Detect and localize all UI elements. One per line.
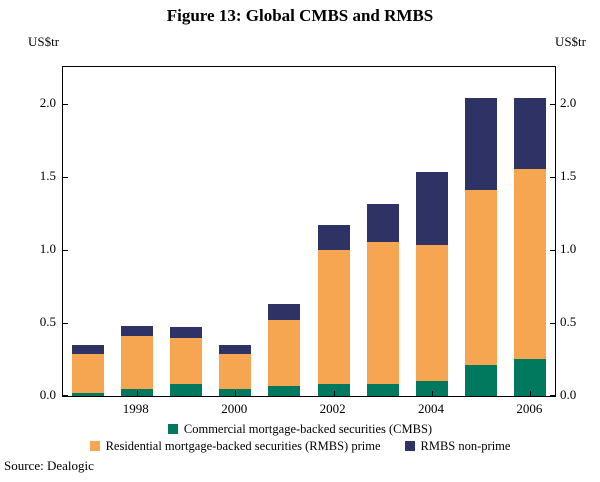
y-tick-mark	[63, 103, 68, 105]
x-tick-mark	[432, 391, 433, 396]
legend-label: Residential mortgage-backed securities (…	[105, 439, 381, 453]
bar-segment	[366, 384, 399, 396]
chart-title: Figure 13: Global CMBS and RMBS	[166, 6, 434, 25]
y-tick-mark	[63, 395, 68, 396]
bar-segment	[170, 327, 202, 338]
bar-segment	[120, 325, 153, 337]
bar-segment	[416, 381, 448, 396]
legend-label: RMBS non-prime	[420, 439, 511, 453]
bar-segment	[366, 204, 399, 243]
bar-2003	[366, 204, 399, 396]
bar-2005	[465, 97, 498, 396]
bar-segment	[268, 319, 301, 386]
x-tick-label: 1998	[122, 401, 149, 416]
y-tick-mark	[63, 249, 68, 251]
y-tick-mark	[63, 176, 68, 178]
x-tick-mark	[333, 391, 335, 396]
legend-item: RMBS non-prime	[404, 439, 511, 453]
bar-segment	[219, 353, 252, 389]
bar-segment	[514, 359, 547, 396]
bar-segment	[514, 97, 547, 170]
y-tick-label: 0.0	[39, 387, 56, 402]
x-tick-label: 2004	[418, 401, 444, 416]
bar-2001	[268, 303, 301, 396]
bar-segment	[317, 224, 350, 250]
bar-segment	[170, 337, 202, 385]
legend-swatch	[167, 424, 178, 434]
x-tick-label: 2000	[221, 401, 248, 416]
y-tick-mark	[63, 322, 68, 324]
bar-segment	[465, 189, 498, 366]
y-axis-unit-left: US$tr	[28, 34, 60, 49]
legend-item: Commercial mortgage-backed securities (C…	[167, 422, 433, 436]
legend: Commercial mortgage-backed securities (C…	[0, 421, 600, 455]
legend-item: Residential mortgage-backed securities (…	[89, 439, 381, 453]
y-tick-label: 0.5	[39, 313, 56, 329]
bar-2004	[416, 172, 448, 396]
bar-segment	[416, 172, 448, 246]
bar-1998	[120, 325, 153, 396]
legend-swatch	[404, 441, 415, 451]
x-tick-mark	[530, 391, 532, 396]
bar-segment	[465, 365, 498, 396]
bar-segment	[465, 97, 498, 190]
bar-segment	[366, 242, 399, 385]
x-tick-mark	[136, 391, 138, 396]
y-tick-mark	[550, 249, 555, 251]
bar-segment	[71, 344, 104, 354]
bar-segment	[71, 353, 104, 394]
x-tick-label: 2006	[516, 401, 543, 416]
source-note: Source: Dealogic	[4, 458, 94, 473]
bar-segment	[317, 384, 350, 396]
y-tick-label: 1.5	[560, 167, 577, 183]
y-tick-mark	[550, 322, 555, 324]
x-tick-mark	[235, 391, 237, 396]
y-tick-label: 1.5	[39, 167, 56, 183]
bar-segment	[416, 245, 448, 382]
bar-segment	[268, 385, 301, 396]
bar-2002	[317, 224, 350, 396]
bar-segment	[71, 393, 104, 396]
bar-segment	[170, 384, 202, 396]
legend-row-2: Residential mortgage-backed securities (…	[0, 438, 600, 455]
bar-segment	[514, 169, 547, 360]
y-tick-label: 1.0	[560, 240, 577, 256]
bar-1997	[71, 344, 104, 396]
x-tick-label: 2002	[319, 401, 346, 416]
bar-segment	[120, 336, 153, 389]
bar-2000	[219, 344, 252, 396]
y-axis-unit-right: US$tr	[554, 34, 586, 49]
y-tick-label: 1.0	[39, 240, 56, 256]
legend-swatch	[89, 441, 100, 451]
bar-1999	[170, 327, 202, 396]
y-tick-label: 2.0	[39, 94, 56, 110]
y-tick-mark	[550, 395, 555, 396]
y-tick-label: 2.0	[560, 94, 577, 110]
bar-segment	[317, 249, 350, 385]
bar-segment	[219, 344, 252, 354]
legend-label: Commercial mortgage-backed securities (C…	[183, 422, 433, 436]
plot-area	[62, 66, 556, 397]
y-tick-label: 0.5	[560, 313, 577, 329]
y-tick-mark	[550, 103, 555, 105]
bar-segment	[268, 303, 301, 320]
y-tick-mark	[550, 176, 555, 178]
y-tick-label: 0.0	[560, 387, 577, 402]
bar-2006	[514, 97, 547, 396]
legend-row-1: Commercial mortgage-backed securities (C…	[0, 421, 600, 438]
